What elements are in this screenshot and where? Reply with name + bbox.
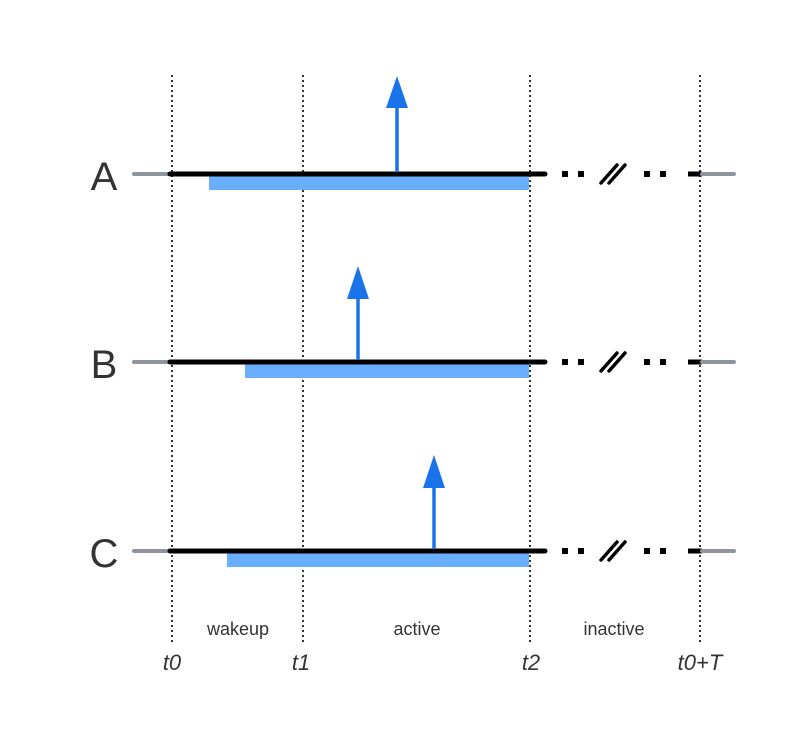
row-a-ellipsis <box>562 171 666 177</box>
row-c-active-bar <box>227 552 529 567</box>
phase-label-wakeup: wakeup <box>206 619 269 639</box>
time-label-t0: t0 <box>163 650 182 675</box>
row-b: B <box>91 266 736 387</box>
row-b-event-arrow-icon <box>347 266 369 299</box>
row-a-break-icon <box>599 163 627 185</box>
time-label-t0-plus-t: t0+T <box>678 650 724 675</box>
row-c-break-icon <box>599 540 627 562</box>
phase-label-inactive: inactive <box>583 619 644 639</box>
time-label-t2: t2 <box>522 650 540 675</box>
row-c-event-arrow-icon <box>423 455 445 488</box>
row-a: A <box>91 76 736 199</box>
row-a-event-arrow-icon <box>386 76 408 108</box>
row-a-label: A <box>91 155 118 199</box>
row-b-break-icon <box>599 351 627 373</box>
row-b-active-bar <box>245 363 529 378</box>
phase-label-active: active <box>393 619 440 639</box>
row-a-active-bar <box>209 175 529 190</box>
time-label-t1: t1 <box>292 650 310 675</box>
row-b-ellipsis <box>562 359 666 365</box>
row-c: C <box>90 455 736 576</box>
row-c-label: C <box>90 532 119 576</box>
row-c-ellipsis <box>562 548 666 554</box>
row-b-label: B <box>91 343 118 387</box>
